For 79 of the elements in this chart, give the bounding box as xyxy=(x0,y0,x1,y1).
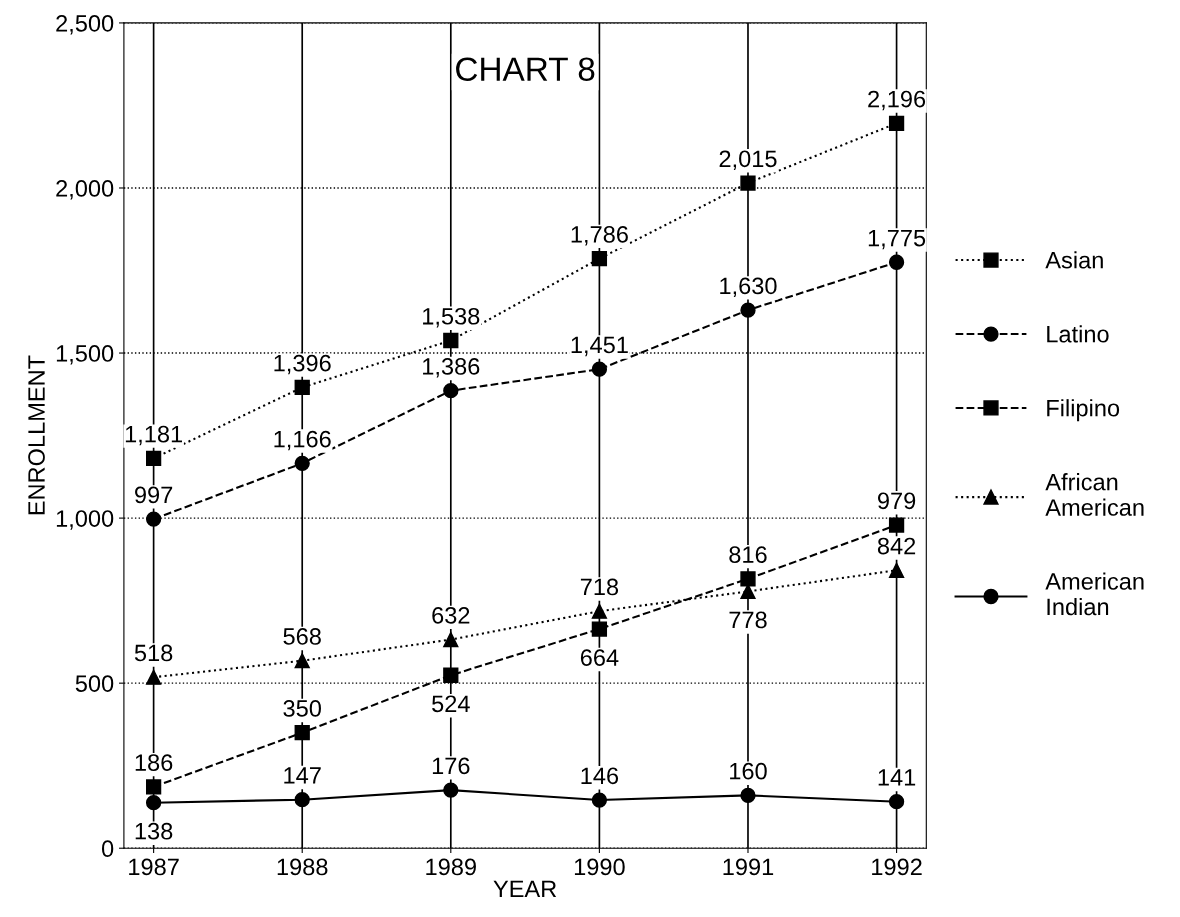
data-label: 518 xyxy=(134,644,173,662)
point xyxy=(145,511,162,527)
data-label: 176 xyxy=(432,757,470,775)
point xyxy=(145,669,162,685)
data-label: 2,196 xyxy=(868,90,926,111)
data-label: 1,451 xyxy=(571,336,628,357)
point xyxy=(591,621,608,637)
legend-label: Filipino xyxy=(1047,399,1120,422)
data-label: 816 xyxy=(729,546,767,563)
point xyxy=(145,779,162,795)
data-label: 778 xyxy=(729,611,767,629)
y-tick-label: 1,000 xyxy=(56,510,114,530)
point xyxy=(294,792,310,808)
data-label: 979 xyxy=(877,492,916,510)
point xyxy=(888,254,905,270)
data-label: 997 xyxy=(135,486,173,504)
point xyxy=(591,792,608,808)
point xyxy=(443,332,459,349)
point xyxy=(888,517,905,533)
point xyxy=(740,787,756,804)
data-label: 160 xyxy=(730,762,767,780)
x-tick-label: 1992 xyxy=(872,858,922,876)
x-axis-title: YEAR xyxy=(493,880,557,898)
legend-label: American Indian xyxy=(1045,572,1144,616)
data-label: 842 xyxy=(877,537,916,555)
data-label: 138 xyxy=(135,822,173,840)
data-label: 1,630 xyxy=(720,277,777,298)
y-tick-label: 500 xyxy=(75,675,114,692)
point xyxy=(145,450,162,466)
point xyxy=(294,653,310,669)
data-label: 350 xyxy=(283,700,321,717)
point xyxy=(443,631,459,648)
data-label: 718 xyxy=(580,578,619,596)
point xyxy=(591,361,608,377)
data-label: 1,538 xyxy=(423,307,480,328)
legend-label: Latino xyxy=(1047,325,1109,343)
data-label: 664 xyxy=(580,649,619,666)
text: CHART 8 xyxy=(456,57,595,82)
y-tick-label: 0 xyxy=(101,840,114,858)
data-label: 1,166 xyxy=(274,430,331,451)
point xyxy=(294,379,310,396)
x-tick-label: 1990 xyxy=(574,858,625,876)
point xyxy=(591,250,608,267)
data-label: 1,181 xyxy=(125,425,183,446)
point xyxy=(443,667,459,683)
point xyxy=(145,795,162,811)
data-label: 146 xyxy=(581,767,619,785)
legend-label: African American xyxy=(1045,473,1144,516)
x-tick-label: 1991 xyxy=(723,858,774,876)
y-tick-label: 2,500 xyxy=(56,14,114,35)
data-label: 2,015 xyxy=(719,150,777,170)
point xyxy=(888,115,905,131)
y-tick-label: 2,000 xyxy=(56,180,114,200)
x-tick-label: 1988 xyxy=(277,858,328,876)
data-label: 1,775 xyxy=(868,229,926,250)
data-label: 1,786 xyxy=(571,226,628,246)
data-label: 524 xyxy=(432,695,470,713)
point xyxy=(740,571,756,587)
y-tick-label: 1,500 xyxy=(56,345,114,365)
data-label: 186 xyxy=(135,754,173,771)
point xyxy=(294,455,310,471)
data-label: 1,396 xyxy=(274,354,331,375)
point xyxy=(443,782,459,798)
point xyxy=(888,562,905,578)
point xyxy=(888,794,905,810)
y-axis-title: ENROLLMENT xyxy=(28,355,45,515)
data-label: 147 xyxy=(284,767,321,784)
x-tick-label: 1989 xyxy=(426,858,476,876)
data-label: 141 xyxy=(878,769,916,786)
data-label: 568 xyxy=(283,628,321,645)
legend-label: Asian xyxy=(1045,251,1103,269)
point xyxy=(740,302,756,318)
point xyxy=(740,175,756,191)
data-label: 632 xyxy=(432,606,470,624)
data-label: 1,386 xyxy=(423,358,480,378)
point xyxy=(294,725,310,741)
point xyxy=(443,383,459,399)
x-tick-label: 1987 xyxy=(129,858,179,876)
point xyxy=(591,603,608,619)
